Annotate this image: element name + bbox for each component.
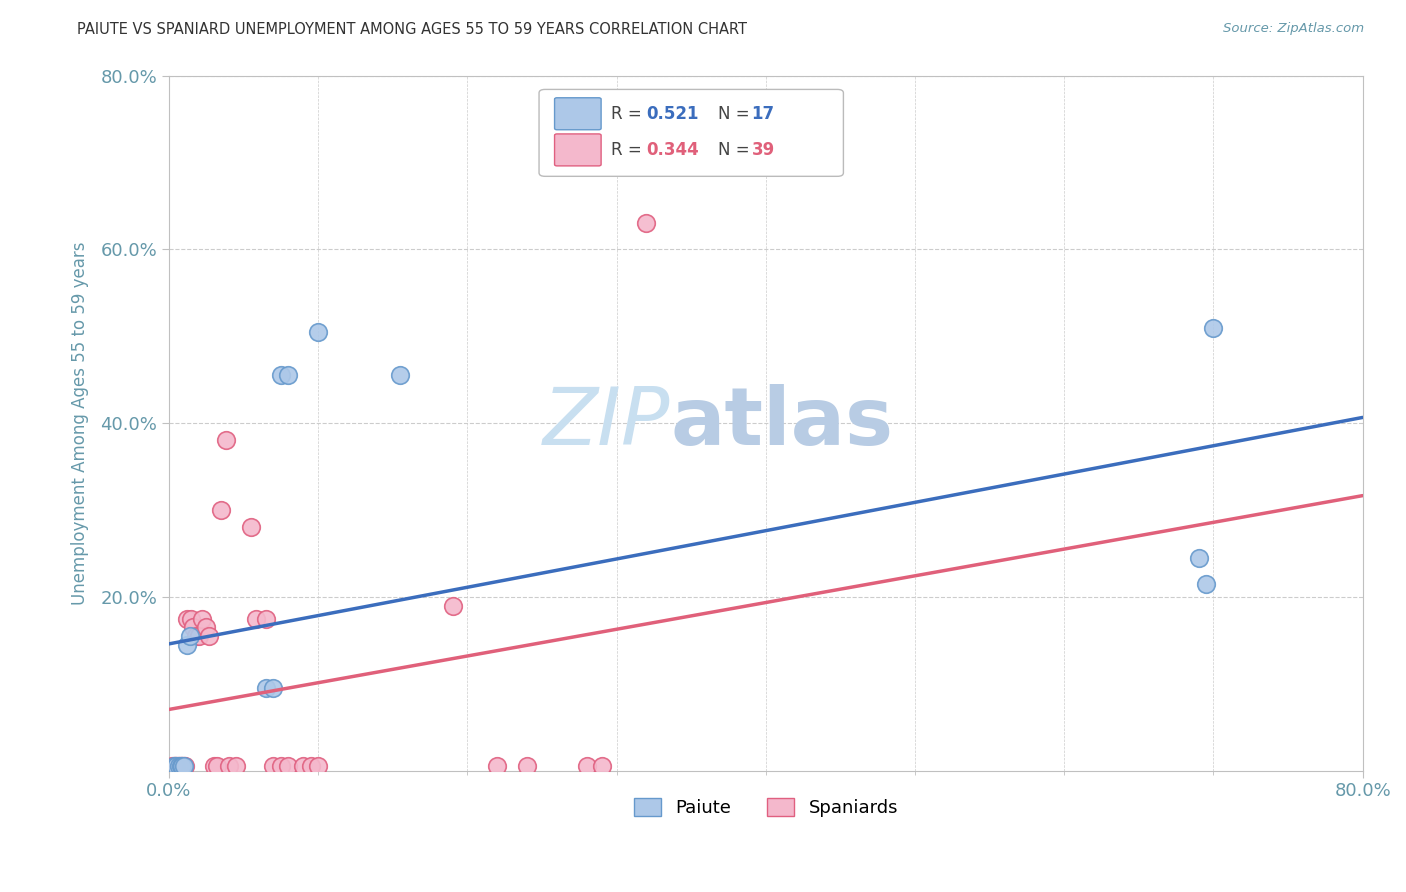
Point: [441, 599, 464, 613]
Point: [179, 629, 201, 643]
Point: [162, 759, 184, 773]
Text: 17: 17: [751, 104, 775, 123]
Text: N =: N =: [718, 104, 755, 123]
FancyBboxPatch shape: [554, 134, 602, 166]
Point: [292, 759, 315, 773]
Point: [516, 759, 538, 773]
Point: [270, 368, 292, 383]
FancyBboxPatch shape: [554, 98, 602, 129]
Point: [162, 759, 184, 773]
Point: [170, 759, 193, 773]
Point: [169, 759, 191, 773]
Point: [263, 681, 285, 695]
Point: [486, 759, 509, 773]
Point: [170, 759, 193, 773]
Point: [166, 759, 188, 773]
Y-axis label: Unemployment Among Ages 55 to 59 years: Unemployment Among Ages 55 to 59 years: [72, 242, 89, 605]
Point: [591, 759, 613, 773]
Point: [1195, 577, 1218, 591]
Point: [636, 216, 658, 230]
Text: 0.521: 0.521: [647, 104, 699, 123]
Point: [307, 325, 329, 339]
Text: R =: R =: [610, 141, 647, 159]
Point: [160, 759, 183, 773]
Point: [270, 759, 292, 773]
Point: [225, 759, 247, 773]
Point: [575, 759, 598, 773]
Text: 0.344: 0.344: [647, 141, 699, 159]
Point: [254, 612, 277, 626]
Point: [218, 759, 240, 773]
Legend: Paiute, Spaniards: Paiute, Spaniards: [626, 790, 905, 824]
Point: [277, 759, 299, 773]
Point: [202, 759, 225, 773]
Point: [172, 759, 194, 773]
Text: atlas: atlas: [671, 384, 893, 462]
Point: [176, 612, 198, 626]
Text: N =: N =: [718, 141, 755, 159]
Text: PAIUTE VS SPANIARD UNEMPLOYMENT AMONG AGES 55 TO 59 YEARS CORRELATION CHART: PAIUTE VS SPANIARD UNEMPLOYMENT AMONG AG…: [77, 22, 748, 37]
Point: [215, 434, 238, 448]
Point: [180, 612, 202, 626]
Point: [181, 620, 204, 634]
FancyBboxPatch shape: [538, 89, 844, 177]
Point: [299, 759, 322, 773]
Point: [198, 629, 221, 643]
Point: [163, 759, 186, 773]
Point: [254, 681, 277, 695]
Point: [174, 759, 197, 773]
Point: [263, 759, 285, 773]
Point: [173, 759, 195, 773]
Point: [173, 759, 195, 773]
Point: [307, 759, 329, 773]
Point: [172, 759, 194, 773]
Point: [209, 503, 232, 517]
Point: [1202, 320, 1225, 334]
Point: [277, 368, 299, 383]
Text: R =: R =: [610, 104, 647, 123]
Point: [1187, 550, 1209, 565]
Point: [184, 629, 207, 643]
Point: [195, 620, 218, 634]
Point: [245, 612, 267, 626]
Point: [169, 759, 191, 773]
Point: [187, 629, 209, 643]
Point: [176, 638, 198, 652]
Point: [389, 368, 412, 383]
Point: [191, 612, 214, 626]
Point: [205, 759, 228, 773]
Point: [167, 759, 190, 773]
Text: Source: ZipAtlas.com: Source: ZipAtlas.com: [1223, 22, 1364, 36]
Text: 39: 39: [751, 141, 775, 159]
Text: ZIP: ZIP: [543, 384, 671, 462]
Point: [240, 520, 263, 534]
Point: [166, 759, 188, 773]
